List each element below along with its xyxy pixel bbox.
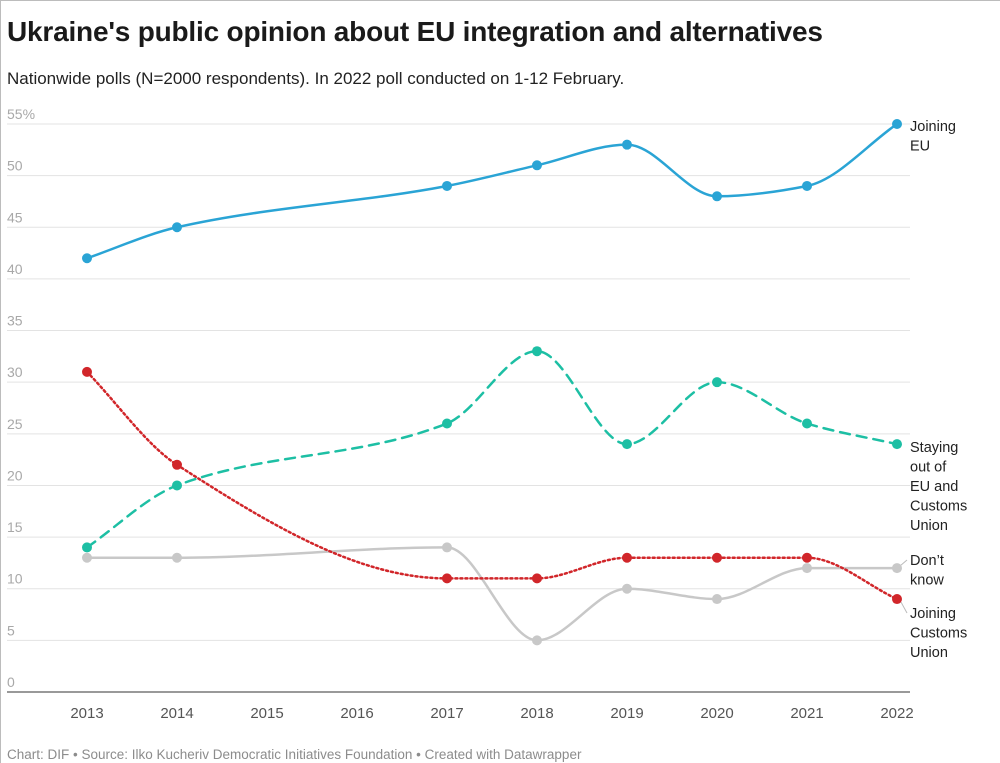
- chart-subtitle: Nationwide polls (N=2000 respondents). I…: [7, 69, 625, 88]
- x-tick-label: 2018: [520, 705, 553, 722]
- series-label-don-t-know: Don’t: [910, 553, 944, 569]
- data-point-staying-out-of-eu-and-customs-union: [622, 439, 632, 450]
- data-point-joining-eu: [172, 222, 182, 233]
- x-tick-label: 2019: [610, 705, 643, 722]
- x-tick-label: 2016: [340, 705, 373, 722]
- data-point-don-t-know: [442, 542, 452, 553]
- series-label-joining-eu: Joining: [910, 119, 956, 135]
- series-label-staying-out-of-eu-and-customs-union: Staying: [910, 440, 958, 456]
- data-point-joining-eu: [892, 119, 902, 129]
- data-point-joining-customs-union: [442, 573, 452, 584]
- y-tick-label: 10: [7, 571, 23, 587]
- data-point-don-t-know: [82, 552, 92, 563]
- data-point-joining-customs-union: [712, 552, 722, 563]
- series-label-staying-out-of-eu-and-customs-union: Union: [910, 518, 948, 534]
- data-point-joining-eu: [82, 253, 92, 264]
- frame-top-border: [0, 0, 1000, 1]
- data-point-don-t-know: [532, 635, 542, 646]
- data-point-staying-out-of-eu-and-customs-union: [712, 377, 722, 388]
- data-point-staying-out-of-eu-and-customs-union: [892, 439, 902, 450]
- series-label-don-t-know: know: [910, 573, 944, 589]
- x-tick-label: 2021: [790, 705, 823, 722]
- series-label-staying-out-of-eu-and-customs-union: EU and: [910, 479, 958, 495]
- series-label-joining-customs-union: Joining: [910, 606, 956, 622]
- data-point-don-t-know: [622, 583, 632, 594]
- data-point-staying-out-of-eu-and-customs-union: [802, 418, 812, 429]
- y-tick-label: 30: [7, 364, 23, 380]
- data-point-staying-out-of-eu-and-customs-union: [172, 480, 182, 491]
- y-tick-label: 15: [7, 519, 23, 535]
- y-tick-label: 5: [7, 622, 15, 638]
- x-tick-label: 2020: [700, 705, 733, 722]
- data-point-joining-customs-union: [532, 573, 542, 584]
- x-tick-label: 2013: [70, 705, 103, 722]
- y-tick-label: 20: [7, 467, 23, 483]
- data-point-staying-out-of-eu-and-customs-union: [82, 542, 92, 553]
- data-point-joining-customs-union: [172, 459, 182, 470]
- chart-title: Ukraine's public opinion about EU integr…: [7, 16, 823, 47]
- series-line-don-t-know: [85, 546, 899, 642]
- y-tick-label: 45: [7, 209, 23, 225]
- data-point-joining-eu: [802, 180, 812, 191]
- data-point-joining-customs-union: [802, 552, 812, 563]
- data-point-staying-out-of-eu-and-customs-union: [442, 418, 452, 429]
- y-tick-label: 35: [7, 313, 23, 329]
- data-point-joining-customs-union: [892, 594, 902, 605]
- series-label-staying-out-of-eu-and-customs-union: Customs: [910, 499, 967, 515]
- series-line-joining-eu: [85, 122, 899, 260]
- data-point-don-t-know: [802, 563, 812, 574]
- x-tick-label: 2015: [250, 705, 283, 722]
- data-point-don-t-know: [892, 563, 902, 574]
- y-tick-label: 50: [7, 158, 23, 174]
- data-point-don-t-know: [712, 594, 722, 605]
- data-point-staying-out-of-eu-and-customs-union: [532, 346, 542, 357]
- y-tick-label: 25: [7, 416, 23, 432]
- data-point-joining-eu: [532, 160, 542, 171]
- data-point-joining-customs-union: [622, 552, 632, 563]
- series-label-staying-out-of-eu-and-customs-union: out of: [910, 460, 947, 476]
- series-label-joining-customs-union: Customs: [910, 626, 967, 642]
- label-connector-joining-customs-union: [900, 601, 908, 614]
- chart-footer: Chart: DIF • Source: Ilko Kucheriv Democ…: [7, 747, 582, 762]
- label-connector-dont-know: [900, 559, 908, 566]
- series-line-staying-out-of-eu-and-customs-union: [85, 349, 899, 549]
- x-tick-label: 2017: [430, 705, 463, 722]
- series-label-joining-eu: EU: [910, 139, 930, 155]
- y-tick-label: 0: [7, 674, 15, 690]
- y-tick-label: 40: [7, 261, 23, 277]
- series-label-joining-customs-union: Union: [910, 645, 948, 661]
- data-point-joining-customs-union: [82, 366, 92, 377]
- data-point-joining-eu: [442, 180, 452, 191]
- data-point-joining-eu: [712, 191, 722, 202]
- x-tick-label: 2022: [880, 705, 913, 722]
- data-point-don-t-know: [172, 552, 182, 563]
- frame-left-border: [0, 0, 1, 763]
- x-tick-label: 2014: [160, 705, 193, 722]
- y-tick-label: 55%: [7, 106, 35, 122]
- data-point-joining-eu: [622, 139, 632, 150]
